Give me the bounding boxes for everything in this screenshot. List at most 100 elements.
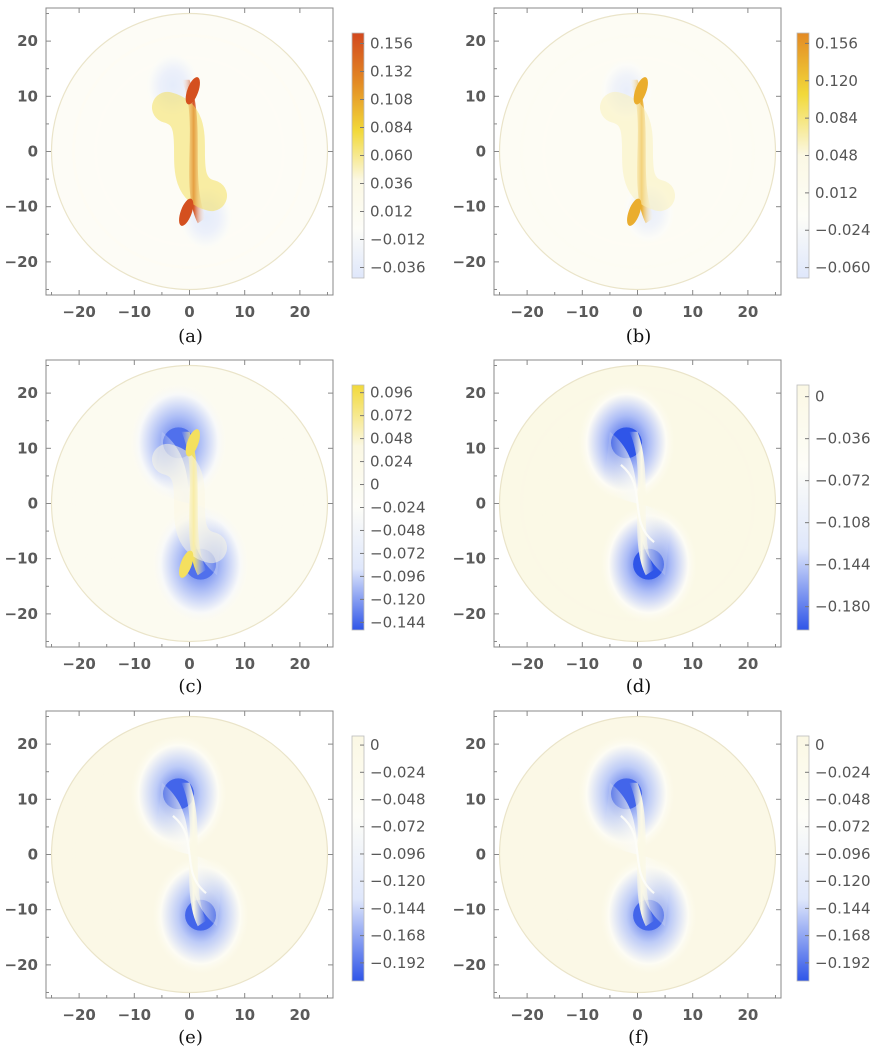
colorbar-tick-label: 0 bbox=[370, 476, 380, 494]
colorbar-tick-label: −0.024 bbox=[370, 763, 426, 781]
colorbar-tick-label: −0.108 bbox=[815, 514, 871, 532]
y-tick-label: 0 bbox=[476, 846, 486, 864]
x-tick-label: 0 bbox=[184, 303, 194, 321]
colorbar-tick-label: −0.072 bbox=[815, 818, 871, 836]
colorbar-tick-label: 0.060 bbox=[370, 147, 413, 165]
colorbar-tick-label: 0.024 bbox=[370, 453, 413, 471]
panel-caption: (a) bbox=[178, 326, 203, 347]
stripe-peak bbox=[633, 77, 648, 105]
y-tick-label: 20 bbox=[17, 735, 38, 753]
colorbar bbox=[796, 384, 810, 631]
colorbar-tick-label: 0.048 bbox=[370, 430, 413, 448]
colorbar-tick-label: 0.084 bbox=[815, 109, 858, 127]
x-tick-label: −20 bbox=[62, 303, 95, 321]
colorbar-tick-label: −0.024 bbox=[370, 499, 426, 517]
y-tick-label: −10 bbox=[5, 550, 38, 568]
y-tick-label: −10 bbox=[5, 901, 38, 919]
colorbar-tick-label: 0.048 bbox=[815, 147, 858, 165]
colorbar-tick-label: 0.132 bbox=[370, 63, 413, 81]
x-tick-label: 0 bbox=[632, 1006, 642, 1024]
panel-caption: (c) bbox=[178, 676, 202, 697]
colorbar-tick-label: −0.048 bbox=[370, 521, 426, 539]
colorbar-tick-label: −0.036 bbox=[370, 259, 426, 277]
colorbar-tick-label: −0.144 bbox=[370, 613, 426, 631]
colorbar-tick-label: −0.192 bbox=[370, 954, 426, 972]
y-tick-label: 10 bbox=[465, 87, 486, 105]
x-tick-label: 0 bbox=[184, 1006, 194, 1024]
colorbar-tick-label: 0.096 bbox=[370, 384, 413, 402]
colorbar-tick-label: −0.120 bbox=[815, 872, 871, 890]
y-tick-label: −10 bbox=[453, 901, 486, 919]
colorbar-tick-label: 0 bbox=[815, 388, 825, 406]
panel-d: −20 −10 0 10 20 20 10 0 −10 −20 0 −0.036 −0.072 −0.10… bbox=[453, 359, 871, 697]
stripe-halo bbox=[599, 91, 676, 212]
y-tick-label: 20 bbox=[465, 32, 486, 50]
y-tick-label: 20 bbox=[465, 735, 486, 753]
colorbar-tick-label: −0.144 bbox=[815, 899, 871, 917]
colorbar bbox=[796, 735, 810, 982]
field-ring bbox=[542, 56, 733, 247]
panel-a: −20 −10 0 10 20 20 10 0 −10 −20 0.156 0.132 0.108 0.0… bbox=[5, 7, 426, 347]
x-tick-label: 20 bbox=[737, 303, 758, 321]
stripe-peak bbox=[179, 198, 194, 226]
x-tick-label: 10 bbox=[234, 303, 255, 321]
y-tick-label: 20 bbox=[465, 384, 486, 402]
x-tick-label: 20 bbox=[289, 655, 310, 673]
colorbar-tick-label: 0 bbox=[370, 736, 380, 754]
y-tick-label: −20 bbox=[453, 253, 486, 271]
x-tick-label: 0 bbox=[632, 655, 642, 673]
x-tick-label: −10 bbox=[118, 1006, 151, 1024]
y-tick-label: −20 bbox=[5, 253, 38, 271]
x-tick-label: 10 bbox=[234, 1006, 255, 1024]
colorbar-tick-label: 0.072 bbox=[370, 407, 413, 425]
field-ring bbox=[520, 34, 755, 269]
y-tick-label: −10 bbox=[453, 198, 486, 216]
colorbar-tick-label: 0.156 bbox=[370, 35, 413, 53]
x-tick-label: 20 bbox=[289, 1006, 310, 1024]
x-tick-label: −10 bbox=[118, 303, 151, 321]
y-tick-label: 10 bbox=[17, 790, 38, 808]
stripe-line bbox=[620, 815, 655, 894]
panel-caption: (e) bbox=[178, 1027, 203, 1048]
colorbar-tick-label: −0.060 bbox=[815, 259, 871, 277]
stripe-peak bbox=[179, 550, 194, 578]
y-tick-label: 0 bbox=[28, 495, 38, 513]
center-stripe bbox=[181, 782, 207, 927]
x-tick-label: 0 bbox=[632, 303, 642, 321]
colorbar-tick-label: 0.108 bbox=[370, 91, 413, 109]
colorbar-tick-label: −0.120 bbox=[370, 872, 426, 890]
colorbar-tick-label: 0.012 bbox=[370, 203, 413, 221]
x-tick-label: 10 bbox=[682, 655, 703, 673]
x-tick-label: −20 bbox=[62, 1006, 95, 1024]
y-tick-label: −10 bbox=[5, 198, 38, 216]
x-tick-label: −20 bbox=[510, 303, 543, 321]
stripe-line bbox=[620, 464, 655, 543]
colorbar-tick-label: −0.144 bbox=[370, 899, 426, 917]
y-tick-label: 10 bbox=[465, 439, 486, 457]
colorbar-tick-label: 0.012 bbox=[815, 184, 858, 202]
panel-f: −20 −10 0 10 20 20 10 0 −10 −20 0 −0.024 −0.048 −0.07… bbox=[453, 710, 871, 1048]
stripe-peak bbox=[185, 429, 200, 457]
x-tick-label: 10 bbox=[234, 655, 255, 673]
y-tick-label: 20 bbox=[17, 32, 38, 50]
panel-caption: (b) bbox=[626, 326, 652, 347]
panel-b: −20 −10 0 10 20 20 10 0 −10 −20 0.156 0.120 0.084 0.0… bbox=[453, 7, 871, 347]
colorbar-tick-label: −0.024 bbox=[815, 221, 871, 239]
colorbar bbox=[351, 735, 365, 982]
x-tick-label: −20 bbox=[510, 655, 543, 673]
colorbar-tick-label: −0.192 bbox=[815, 954, 871, 972]
colorbar-tick-label: −0.168 bbox=[370, 927, 426, 945]
y-tick-label: 0 bbox=[28, 846, 38, 864]
x-tick-label: 20 bbox=[289, 303, 310, 321]
colorbar-tick-label: −0.168 bbox=[815, 927, 871, 945]
y-tick-label: 10 bbox=[465, 790, 486, 808]
x-tick-label: 20 bbox=[737, 655, 758, 673]
x-tick-label: −20 bbox=[510, 1006, 543, 1024]
y-tick-label: 0 bbox=[476, 143, 486, 161]
x-tick-label: −10 bbox=[566, 303, 599, 321]
colorbar-tick-label: −0.072 bbox=[815, 472, 871, 490]
colorbar-tick-label: −0.096 bbox=[370, 845, 426, 863]
colorbar-tick-label: 0.084 bbox=[370, 119, 413, 137]
colorbar-tick-label: 0 bbox=[815, 736, 825, 754]
